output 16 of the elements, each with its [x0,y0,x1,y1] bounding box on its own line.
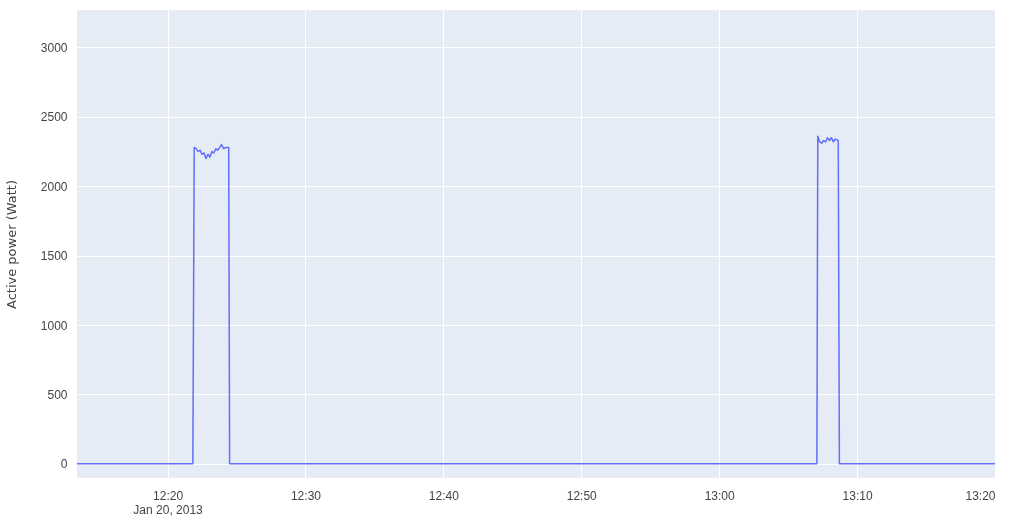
y-tick-label: 3000 [40,40,68,55]
y-tick-label: 1500 [40,249,68,264]
y-tick-label: 1000 [40,318,68,333]
x-tick-label: 13:10 [842,488,873,503]
x-tick-label: 12:30 [290,488,322,503]
y-axis-title: Active power (Watt) [3,180,19,309]
line-series [77,135,995,465]
y-tick-label: 0 [60,457,68,472]
x-tick-label: 12:50 [566,488,598,503]
x-tick-label: 13:20 [965,488,996,503]
x-tick-label: 12:40 [428,488,460,503]
y-tick-label: 2000 [40,179,68,194]
x-tick-label: 12:20 Jan 20, 2013 [133,488,204,517]
y-tick-label: 500 [47,387,68,402]
y-tick-label: 2500 [40,110,68,125]
x-tick-label: 13:00 [704,488,736,503]
